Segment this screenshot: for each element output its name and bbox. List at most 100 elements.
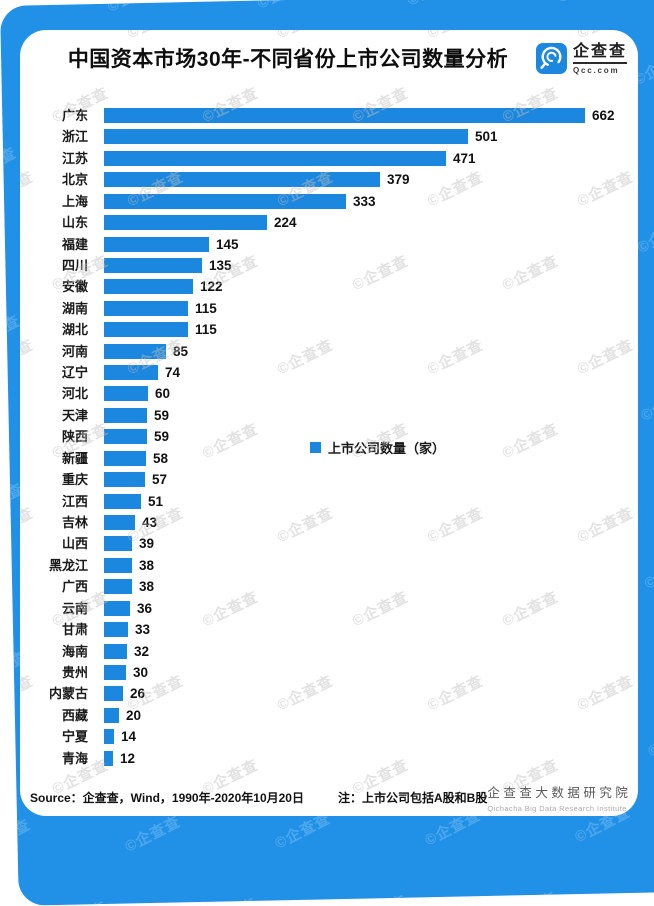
bar: [104, 472, 145, 488]
bar-row: 内蒙古 26: [20, 686, 638, 702]
watermark-text: ©企查查: [0, 0, 16, 20]
bar-value: 115: [195, 300, 217, 316]
qichacha-logo-icon: [536, 43, 567, 74]
watermark-text: ©企查查: [198, 893, 261, 906]
watermark-text: ©企查查: [638, 382, 654, 425]
bar-label: 北京: [61, 172, 88, 188]
bar-row: 青海 12: [20, 750, 638, 766]
bar-value: 85: [173, 343, 189, 359]
watermark-text: ©企查查: [553, 0, 616, 7]
bar: [104, 279, 193, 295]
bar-row: 黑龙江 38: [20, 557, 638, 573]
bar-row: 山东 224: [20, 215, 638, 231]
watermark-text: ©企查查: [0, 144, 20, 187]
bar-row: 云南 36: [20, 600, 638, 616]
bar: [104, 172, 380, 188]
bar-value: 662: [592, 108, 615, 123]
bar-value: 43: [142, 515, 158, 531]
watermark-text: ©企查查: [645, 718, 654, 761]
institute-name-en: Qichacha Big Data Research Institute: [487, 804, 627, 813]
bar-value: 51: [148, 493, 164, 509]
bar-value: 38: [139, 557, 155, 573]
bar-row: 甘肃 33: [20, 622, 638, 638]
bar-label: 安徽: [61, 279, 88, 295]
bar-value: 14: [121, 729, 137, 745]
institute-block: 企查查大数据研究院 Qichacha Big Data Research Ins…: [487, 782, 631, 813]
bar-value: 224: [274, 215, 297, 231]
bar: [104, 750, 113, 766]
bar-label: 福建: [61, 236, 88, 252]
watermark-text: ©企查查: [423, 30, 486, 43]
bar-label: 海南: [61, 643, 88, 659]
bar: [104, 129, 468, 145]
bar-label: 广西: [61, 579, 88, 595]
bar-row: 江苏 471: [20, 150, 638, 166]
bar-label: 山东: [61, 215, 88, 231]
watermark-text: ©企查查: [123, 30, 186, 43]
bar-label: 上海: [61, 193, 88, 209]
bar: [104, 343, 166, 359]
bar-rows: 广东 662 浙江 501 江苏 471 北京 379 上海 333 山东 224 福建 145 四川 135…: [20, 108, 638, 766]
bar-label: 河南: [61, 343, 88, 359]
bar-row: 四川 135: [20, 257, 638, 273]
bar: [104, 322, 188, 338]
bar-value: 501: [475, 129, 498, 145]
bar-label: 西藏: [61, 707, 88, 723]
watermark-text: ©企查查: [273, 30, 336, 43]
qichacha-logo: 企查查 Qcc.com: [536, 43, 628, 75]
watermark-text: ©企查查: [648, 883, 654, 906]
bar-label: 甘肃: [61, 622, 88, 638]
bar-value: 471: [453, 150, 476, 166]
bar-label: 重庆: [61, 472, 88, 488]
bar-value: 135: [209, 257, 232, 273]
bar: [104, 429, 147, 445]
bar: [104, 300, 188, 316]
watermark-text: ©企查查: [48, 896, 111, 906]
bar: [104, 236, 209, 252]
watermark-text: ©企查查: [253, 0, 316, 14]
bar-label: 湖北: [61, 322, 88, 338]
watermark-text: ©企查查: [498, 887, 561, 906]
bar-row: 海南 32: [20, 643, 638, 659]
bar: [104, 729, 114, 745]
bar-value: 379: [387, 172, 410, 188]
bar-row: 宁夏 14: [20, 729, 638, 745]
bar-label: 陕西: [61, 429, 88, 445]
bar-label: 广东: [61, 108, 88, 123]
watermark-text: ©企查查: [641, 550, 654, 593]
footer: Source：企查查，Wind，1990年-2020年10月20日 注：上市公司…: [30, 782, 628, 813]
bar-value: 36: [137, 600, 153, 616]
bar-value: 74: [165, 365, 181, 381]
bar: [104, 579, 132, 595]
bar-value: 30: [133, 664, 149, 680]
bar-row: 贵州 30: [20, 664, 638, 680]
bar: [104, 707, 119, 723]
bar: [104, 108, 585, 123]
bar: [104, 557, 132, 573]
logo-domain-text: Qcc.com: [573, 66, 620, 75]
bar-row: 浙江 501: [20, 129, 638, 145]
bar-value: 122: [200, 279, 223, 295]
bar: [104, 150, 446, 166]
bar-label: 新疆: [61, 450, 88, 466]
bar-row: 河南 85: [20, 343, 638, 359]
legend-swatch: [310, 442, 321, 453]
bar: [104, 643, 127, 659]
bar-value: 115: [195, 322, 217, 338]
bar: [104, 686, 123, 702]
bar-row: 福建 145: [20, 236, 638, 252]
bar-label: 吉林: [61, 515, 88, 531]
bar-row: 新疆 58: [20, 450, 638, 466]
infographic-card: 中国资本市场30年-不同省份上市公司数量分析 企查查 Qcc.com 广东 662…: [20, 30, 638, 816]
institute-name-cn: 企查查大数据研究院: [487, 786, 632, 800]
bar-label: 辽宁: [61, 365, 88, 381]
bar: [104, 622, 128, 638]
bar: [104, 450, 146, 466]
bar-label: 四川: [61, 257, 88, 273]
bar-value: 33: [135, 622, 151, 638]
bar-row: 陕西 59: [20, 429, 638, 445]
bar-label: 贵州: [61, 664, 88, 680]
bar-value: 57: [152, 472, 168, 488]
bar-label: 湖南: [61, 300, 88, 316]
bar: [104, 536, 132, 552]
